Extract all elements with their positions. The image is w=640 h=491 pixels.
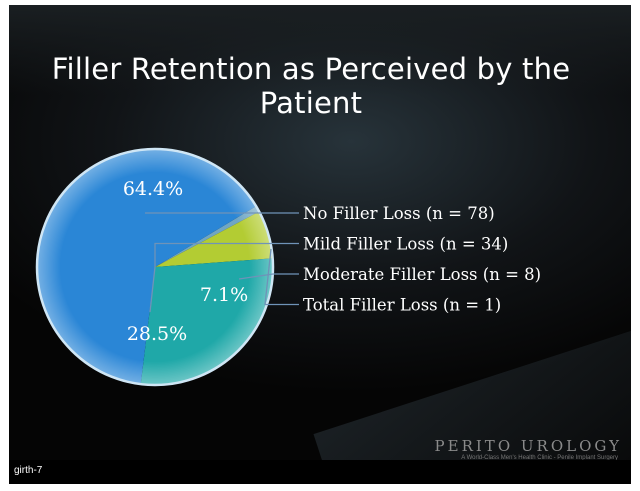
brand-tagline: A World-Class Men's Health Clinic - Peni… (461, 455, 618, 461)
pie-percent-label: 7.1% (200, 284, 248, 306)
leader-line (238, 273, 299, 280)
legend-entry: No Filler Loss (n = 78) (303, 204, 495, 223)
leader-lines (145, 212, 299, 313)
legend-entry: Moderate Filler Loss (n = 8) (303, 265, 541, 284)
pie-percent-label: 64.4% (123, 178, 183, 200)
chart-title: Filler Retention as Perceived by the Pat… (51, 52, 571, 120)
footer-label: girth-7 (14, 465, 43, 476)
legend-entry: Total Filler Loss (n = 1) (303, 296, 501, 315)
leader-line (264, 248, 299, 306)
leader-line (149, 242, 299, 313)
legend-entry: Mild Filler Loss (n = 34) (303, 235, 508, 254)
pie-percent-label: 28.5% (127, 323, 187, 345)
brand-logo-text: Perito Urology (434, 437, 622, 455)
footer-bar (9, 460, 631, 484)
